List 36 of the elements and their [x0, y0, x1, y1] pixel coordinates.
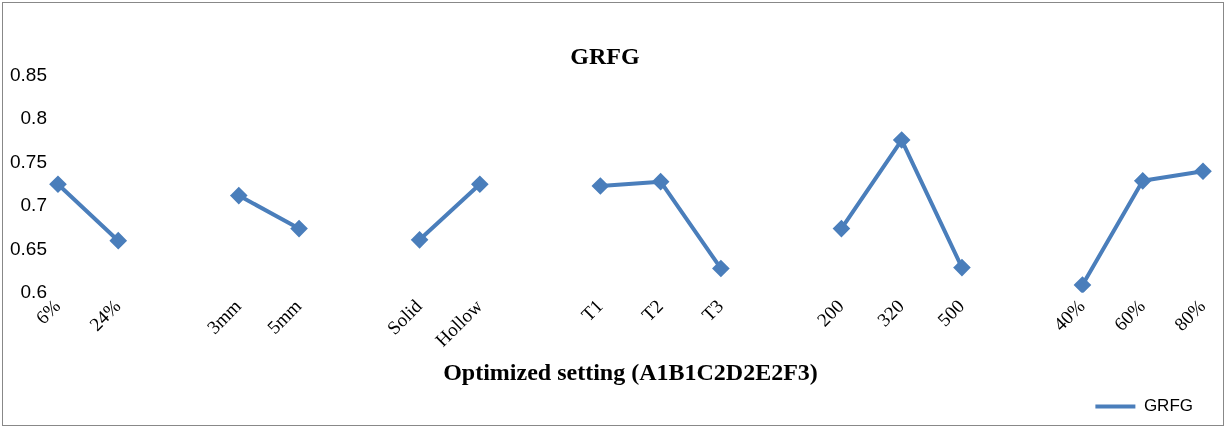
y-tick-label: 0.8 — [20, 107, 47, 129]
x-axis-title: Optimized setting (A1B1C2D2E2F3) — [443, 358, 818, 385]
point — [411, 231, 428, 248]
point — [893, 132, 910, 149]
point — [833, 220, 850, 237]
x-tick-label: 200 — [812, 295, 848, 331]
y-tick-label: 0.7 — [20, 194, 47, 216]
x-tick-label: 80% — [1169, 295, 1210, 335]
x-tick-label: T1 — [576, 295, 607, 326]
y-tick-label: 0.6 — [20, 281, 47, 303]
point — [1074, 276, 1091, 293]
point — [110, 232, 127, 249]
x-tick-label: 320 — [873, 295, 909, 331]
x-tick-label: 500 — [933, 295, 969, 331]
point — [953, 259, 970, 276]
chart-title: GRFG — [570, 42, 640, 69]
point — [49, 176, 66, 193]
point — [1134, 172, 1151, 189]
x-tick-label: 40% — [1049, 295, 1089, 335]
y-tick-label: 0.75 — [10, 150, 47, 172]
point — [592, 178, 609, 195]
point — [652, 173, 669, 190]
x-tick-label: 5mm — [262, 295, 306, 338]
point — [230, 187, 247, 204]
y-tick-label: 0.85 — [10, 64, 47, 86]
point — [712, 260, 729, 277]
x-tick-label: 3mm — [202, 295, 246, 338]
x-tick-label: T3 — [697, 295, 728, 326]
point — [291, 220, 308, 237]
point — [471, 176, 488, 193]
x-tick-label: 24% — [85, 295, 125, 335]
x-tick-label: T2 — [637, 295, 667, 326]
point — [1195, 163, 1211, 180]
legend-label: GRFG — [1143, 396, 1193, 416]
y-tick-label: 0.65 — [10, 237, 47, 259]
x-tick-label: 60% — [1109, 295, 1150, 335]
